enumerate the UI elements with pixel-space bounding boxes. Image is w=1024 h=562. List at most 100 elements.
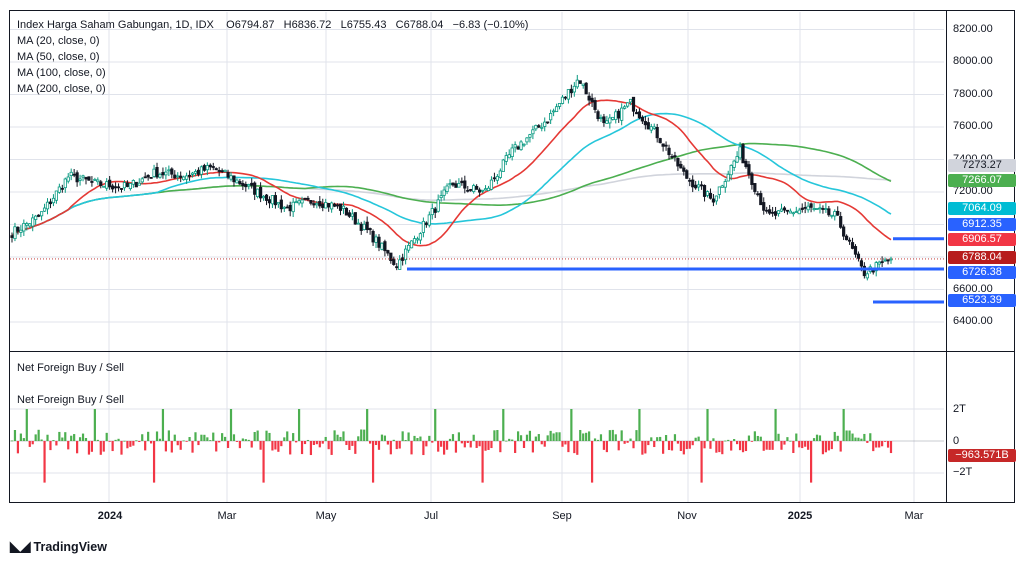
net-foreign-bar (564, 441, 567, 445)
candle (179, 171, 183, 183)
indicator-ma100[interactable]: MA (100, close, 0) (17, 67, 106, 79)
net-foreign-bar (552, 433, 555, 441)
candle (187, 170, 192, 181)
candle (584, 82, 588, 95)
net-foreign-bar (700, 441, 703, 483)
candle (708, 188, 713, 200)
candle-body (205, 165, 209, 171)
net-foreign-bar (481, 441, 484, 483)
candle-body (836, 210, 840, 216)
candle (84, 176, 88, 185)
net-foreign-bar (741, 441, 745, 453)
net-foreign-bar (522, 441, 526, 448)
candle-body (282, 206, 286, 209)
candle-body (729, 165, 733, 176)
tag-ma50: 7064.09 (948, 202, 1016, 215)
candle-body (676, 157, 680, 167)
candle (643, 115, 647, 130)
candle (226, 169, 230, 180)
candle (306, 195, 310, 202)
net-foreign-bar (413, 435, 416, 441)
candle-body (182, 176, 186, 181)
net-foreign-bar (845, 430, 848, 441)
candle-body (84, 177, 88, 180)
net-foreign-bar (437, 441, 440, 452)
net-foreign-bar (440, 441, 443, 447)
net-foreign-bar (836, 435, 839, 441)
candle (427, 211, 431, 228)
candle (483, 185, 488, 191)
candle-body (756, 193, 760, 196)
net-foreign-bar (733, 439, 736, 441)
candle-body (321, 203, 325, 208)
net-foreign-bar (155, 431, 159, 441)
net-foreign-bar (691, 441, 694, 446)
net-foreign-bar (475, 441, 478, 448)
net-foreign-bar (93, 409, 96, 441)
candle-body (478, 189, 482, 193)
tradingview-logo[interactable]: ◣◢ TradingView (10, 538, 107, 555)
candle-body (294, 201, 298, 204)
net-foreign-bar (40, 439, 43, 441)
candle-body (546, 121, 550, 124)
net-foreign-bar (129, 441, 132, 447)
indicator-ma50[interactable]: MA (50, close, 0) (17, 51, 100, 63)
net-foreign-bar (167, 430, 170, 441)
net-foreign-bar (226, 441, 230, 448)
candle-body (480, 189, 485, 192)
candle (797, 207, 801, 215)
candle-body (306, 197, 310, 200)
indicator-ma200[interactable]: MA (200, close, 0) (17, 83, 106, 95)
net-foreign-bar (756, 435, 759, 441)
candle-body (19, 229, 23, 233)
candle (853, 244, 858, 258)
candle (501, 158, 505, 172)
candle-body (584, 82, 588, 95)
candle-body (199, 166, 204, 175)
candle (617, 108, 621, 123)
candle-body (708, 192, 713, 199)
candle (486, 185, 491, 191)
net-foreign-bar (608, 430, 611, 441)
candle-body (161, 172, 165, 176)
candle-body (483, 188, 488, 191)
candle (164, 167, 168, 180)
candle (575, 74, 579, 89)
candle (682, 165, 686, 176)
candle (667, 144, 671, 160)
symbol-legend[interactable]: Index Harga Saham Gabungan, 1D, IDX O679… (17, 17, 528, 33)
net-foreign-bar (792, 441, 795, 453)
net-foreign-bar (851, 433, 854, 441)
candle-body (800, 207, 804, 210)
net-foreign-bar (229, 409, 233, 441)
candle (507, 149, 511, 159)
candle (149, 176, 153, 179)
net-foreign-bar (312, 441, 315, 445)
candle (472, 183, 476, 194)
net-foreign-bar (670, 441, 674, 451)
candle-body (362, 223, 366, 231)
candle-body (330, 202, 334, 210)
candle (753, 183, 757, 195)
net-foreign-bar (369, 441, 372, 444)
net-foreign-bar (410, 441, 413, 455)
candle-body (768, 209, 772, 214)
net-foreign-bar (114, 439, 117, 441)
candle (528, 133, 532, 143)
volume-indicator-legend[interactable]: Net Foreign Buy / Sell (17, 394, 124, 406)
volume-pane-title[interactable]: Net Foreign Buy / Sell (17, 362, 124, 374)
indicator-ma20[interactable]: MA (20, close, 0) (17, 35, 100, 47)
candle-body (688, 179, 692, 182)
candle-body (383, 241, 387, 252)
price-axis-label: 7200.00 (953, 185, 993, 197)
candle (217, 166, 221, 177)
candle-body (732, 160, 736, 168)
candle (475, 184, 479, 190)
candle (658, 137, 662, 144)
candle-body (865, 273, 869, 279)
candle (28, 223, 32, 229)
net-foreign-bar (759, 436, 762, 441)
net-foreign-bar (404, 439, 407, 441)
candle (821, 205, 825, 214)
